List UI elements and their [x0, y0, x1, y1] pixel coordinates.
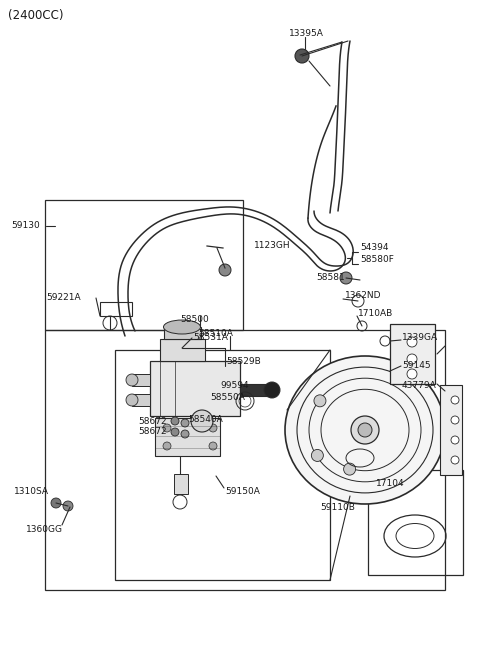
Ellipse shape [285, 356, 445, 504]
Circle shape [451, 436, 459, 444]
Text: 58672: 58672 [138, 417, 167, 426]
Text: 43779A: 43779A [402, 382, 437, 390]
Text: 99594: 99594 [220, 382, 249, 390]
Circle shape [51, 498, 61, 508]
Circle shape [126, 374, 138, 386]
Text: 58672: 58672 [138, 428, 167, 436]
Circle shape [219, 264, 231, 276]
Circle shape [451, 416, 459, 424]
Text: 58581: 58581 [316, 274, 345, 283]
Text: 1123GH: 1123GH [254, 241, 290, 251]
Bar [240, 384, 272, 396]
Ellipse shape [191, 410, 213, 432]
Text: 1339GA: 1339GA [402, 333, 438, 342]
Text: 59221A: 59221A [46, 293, 81, 302]
Circle shape [209, 424, 217, 432]
Bar [174, 474, 188, 494]
Circle shape [407, 369, 417, 379]
Circle shape [181, 430, 189, 438]
Circle shape [314, 395, 326, 407]
Circle shape [163, 424, 171, 432]
Bar [164, 327, 201, 339]
Circle shape [63, 501, 73, 511]
Circle shape [264, 382, 280, 398]
Bar [440, 385, 462, 475]
Bar [132, 394, 150, 406]
Circle shape [351, 416, 379, 444]
Text: 58580F: 58580F [360, 255, 394, 264]
Text: 54394: 54394 [360, 243, 388, 253]
Circle shape [358, 423, 372, 437]
Text: 1360GG: 1360GG [26, 525, 63, 535]
Text: 58531A: 58531A [193, 333, 228, 342]
Circle shape [407, 354, 417, 364]
Text: 59130: 59130 [11, 222, 40, 230]
Bar [132, 374, 150, 386]
Circle shape [209, 442, 217, 450]
Text: 59110B: 59110B [320, 504, 355, 512]
Bar [368, 470, 463, 575]
Circle shape [171, 428, 179, 436]
Circle shape [407, 337, 417, 347]
Circle shape [340, 272, 352, 284]
Text: 58500: 58500 [180, 316, 209, 325]
Circle shape [181, 419, 189, 427]
Circle shape [171, 417, 179, 425]
Bar [150, 361, 240, 416]
Circle shape [451, 396, 459, 404]
Text: (2400CC): (2400CC) [8, 9, 63, 22]
Text: 58510A: 58510A [198, 329, 233, 338]
Bar [115, 350, 330, 580]
Text: 58550A: 58550A [210, 394, 245, 403]
Circle shape [126, 394, 138, 406]
Text: 59150A: 59150A [225, 487, 260, 495]
Text: 1310SA: 1310SA [14, 487, 49, 495]
Bar [155, 418, 220, 456]
Bar [45, 200, 243, 330]
Circle shape [451, 456, 459, 464]
Circle shape [312, 449, 324, 461]
Bar [160, 339, 205, 361]
Text: 13395A: 13395A [289, 30, 324, 39]
Circle shape [295, 49, 309, 63]
Text: 17104: 17104 [376, 478, 405, 487]
Text: 58540A: 58540A [188, 415, 223, 424]
Bar [390, 324, 435, 384]
Bar [100, 302, 132, 316]
Bar [45, 330, 445, 590]
Circle shape [344, 463, 356, 475]
Ellipse shape [164, 320, 201, 334]
Text: 58529B: 58529B [226, 356, 261, 365]
Text: 59145: 59145 [402, 361, 431, 371]
Text: 1362ND: 1362ND [345, 291, 382, 300]
Text: 1710AB: 1710AB [358, 310, 393, 319]
Circle shape [163, 442, 171, 450]
